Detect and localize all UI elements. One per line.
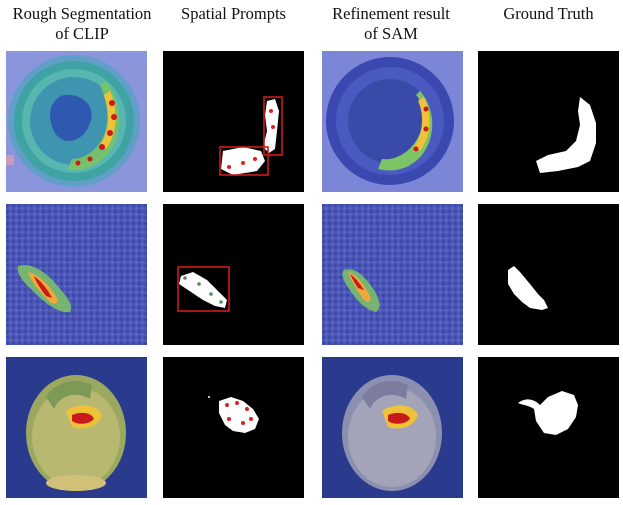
- header-line: Spatial Prompts: [181, 4, 286, 23]
- row-2-clip-heatmap: [6, 204, 147, 345]
- row-1-sam-refinement: [322, 51, 463, 192]
- row-3-ground-truth: [478, 357, 619, 498]
- row-3-spatial-prompts: [163, 357, 304, 498]
- header-line: Refinement result: [332, 4, 450, 23]
- header-line: of SAM: [364, 24, 418, 43]
- header-line: Rough Segmentation: [12, 4, 152, 23]
- row-1-clip-heatmap: [6, 51, 147, 192]
- header-line: Ground Truth: [503, 4, 594, 23]
- row-2-sam-refinement: [322, 204, 463, 345]
- row-3-clip-heatmap: [6, 357, 147, 498]
- row-2-spatial-prompts: [163, 204, 304, 345]
- row-1-ground-truth: [478, 51, 619, 192]
- row-1-spatial-prompts: [163, 51, 304, 192]
- row-3-sam-refinement: [322, 357, 463, 498]
- row-2-ground-truth: [478, 204, 619, 345]
- column-header-spatial-prompts: Spatial Prompts: [163, 4, 304, 24]
- column-header-refinement-result: Refinement result of SAM: [318, 4, 464, 44]
- column-header-ground-truth: Ground Truth: [478, 4, 619, 24]
- column-header-rough-segmentation: Rough Segmentation of CLIP: [6, 4, 158, 44]
- header-line: of CLIP: [55, 24, 109, 43]
